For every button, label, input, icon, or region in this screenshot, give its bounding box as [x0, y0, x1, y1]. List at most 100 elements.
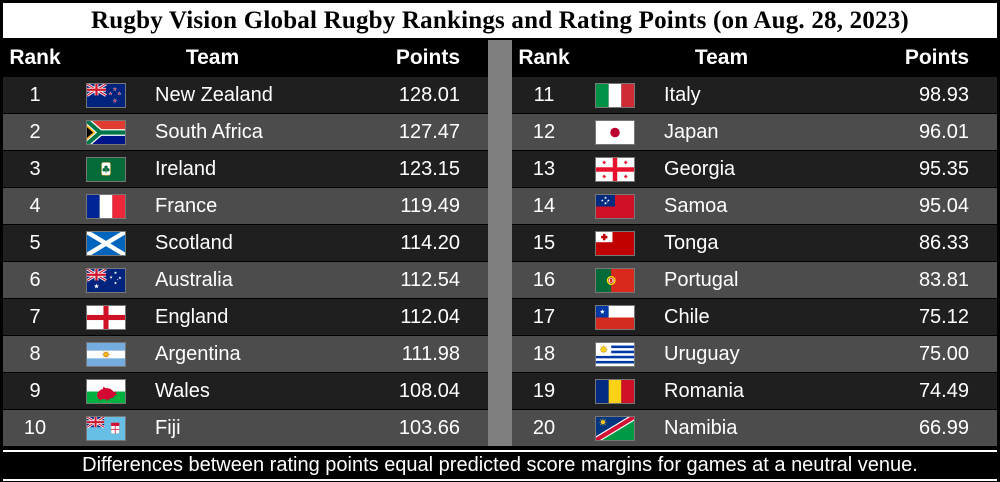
flag-south-africa-icon	[87, 120, 125, 144]
table-row: 5 Scotland 114.20	[3, 224, 488, 262]
table-row: 19 Romania 74.49	[512, 372, 997, 410]
flag-ireland-icon	[87, 157, 125, 181]
rank-header: Rank	[512, 40, 576, 77]
flag-cell	[67, 409, 145, 446]
team-cell: France	[145, 187, 358, 225]
points-cell: 98.93	[867, 76, 997, 114]
flag-uruguay-icon	[596, 342, 634, 366]
team-cell: Argentina	[145, 335, 358, 373]
flag-portugal-icon	[596, 268, 634, 292]
table-row: 17 Chile 75.12	[512, 298, 997, 336]
table-row: 15 Tonga 86.33	[512, 224, 997, 262]
team-cell: Tonga	[654, 224, 867, 262]
table-row: 6 Australia 112.54	[3, 261, 488, 299]
team-cell: Uruguay	[654, 335, 867, 373]
team-cell: Italy	[654, 76, 867, 114]
points-cell: 108.04	[358, 372, 488, 410]
points-header: Points	[867, 40, 997, 77]
team-cell: Japan	[654, 113, 867, 151]
rank-cell: 16	[512, 261, 576, 299]
flag-scotland-icon	[87, 231, 125, 255]
team-cell: South Africa	[145, 113, 358, 151]
flag-tonga-icon	[596, 231, 634, 255]
rankings-table-1-10: Rank Team Points 1 New Zealand 128.01 2 Sout…	[3, 40, 488, 446]
flag-wales-icon	[87, 379, 125, 403]
rank-cell: 10	[3, 409, 67, 446]
points-cell: 75.00	[867, 335, 997, 373]
flag-cell	[67, 187, 145, 225]
flag-cell	[576, 298, 654, 336]
header-row: Rank Team Points	[512, 40, 997, 77]
flag-argentina-icon	[87, 342, 125, 366]
team-cell: Ireland	[145, 150, 358, 188]
table-row: 2 South Africa 127.47	[3, 113, 488, 151]
team-cell: New Zealand	[145, 76, 358, 114]
rank-cell: 8	[3, 335, 67, 373]
table-row: 3 Ireland 123.15	[3, 150, 488, 188]
table-row: 7 England 112.04	[3, 298, 488, 336]
table-gutter	[488, 40, 512, 446]
team-cell: Samoa	[654, 187, 867, 225]
rank-cell: 5	[3, 224, 67, 262]
flag-cell	[576, 409, 654, 446]
flag-cell	[576, 76, 654, 114]
rank-cell: 3	[3, 150, 67, 188]
rank-cell: 7	[3, 298, 67, 336]
flag-cell	[576, 224, 654, 262]
points-cell: 111.98	[358, 335, 488, 373]
team-cell: Chile	[654, 298, 867, 336]
flag-cell	[67, 298, 145, 336]
table-row: 18 Uruguay 75.00	[512, 335, 997, 373]
rank-cell: 9	[3, 372, 67, 410]
points-cell: 128.01	[358, 76, 488, 114]
team-cell: Fiji	[145, 409, 358, 446]
team-cell: Portugal	[654, 261, 867, 299]
flag-cell	[67, 372, 145, 410]
flag-cell	[576, 113, 654, 151]
flag-new-zealand-icon	[87, 83, 125, 107]
table-row: 12 Japan 96.01	[512, 113, 997, 151]
footnote: Differences between rating points equal …	[3, 450, 997, 481]
rank-cell: 19	[512, 372, 576, 410]
flag-cell	[67, 150, 145, 188]
points-cell: 103.66	[358, 409, 488, 446]
flag-cell	[67, 76, 145, 114]
rank-cell: 11	[512, 76, 576, 114]
points-header: Points	[358, 40, 488, 77]
flag-cell	[576, 372, 654, 410]
table-row: 8 Argentina 111.98	[3, 335, 488, 373]
flag-england-icon	[87, 305, 125, 329]
points-cell: 112.54	[358, 261, 488, 299]
points-cell: 119.49	[358, 187, 488, 225]
table-row: 4 France 119.49	[3, 187, 488, 225]
flag-cell	[576, 261, 654, 299]
rank-cell: 1	[3, 76, 67, 114]
flag-fiji-icon	[87, 416, 125, 440]
page-title: Rugby Vision Global Rugby Rankings and R…	[91, 6, 909, 34]
points-cell: 86.33	[867, 224, 997, 262]
flag-georgia-icon	[596, 157, 634, 181]
team-cell: Namibia	[654, 409, 867, 446]
rank-cell: 14	[512, 187, 576, 225]
team-cell: Scotland	[145, 224, 358, 262]
flag-chile-icon	[596, 305, 634, 329]
flag-cell	[67, 335, 145, 373]
table-row: 16 Portugal 83.81	[512, 261, 997, 299]
team-cell: Wales	[145, 372, 358, 410]
points-cell: 96.01	[867, 113, 997, 151]
points-cell: 112.04	[358, 298, 488, 336]
rank-header: Rank	[3, 40, 67, 77]
team-header: Team	[576, 40, 867, 77]
table-body-left: 1 New Zealand 128.01 2 South Africa 127.47 3 Ir…	[3, 76, 488, 446]
team-cell: Romania	[654, 372, 867, 410]
flag-cell	[67, 113, 145, 151]
title-bar: Rugby Vision Global Rugby Rankings and R…	[3, 3, 997, 38]
table-row: 20 Namibia 66.99	[512, 409, 997, 446]
points-cell: 123.15	[358, 150, 488, 188]
flag-australia-icon	[87, 268, 125, 292]
points-cell: 95.04	[867, 187, 997, 225]
table-row: 13 Georgia 95.35	[512, 150, 997, 188]
rankings-table-11-20: Rank Team Points 11 Italy 98.93 12 Japan 96.0…	[512, 40, 997, 446]
rankings-tables: Rank Team Points 1 New Zealand 128.01 2 Sout…	[3, 40, 997, 446]
